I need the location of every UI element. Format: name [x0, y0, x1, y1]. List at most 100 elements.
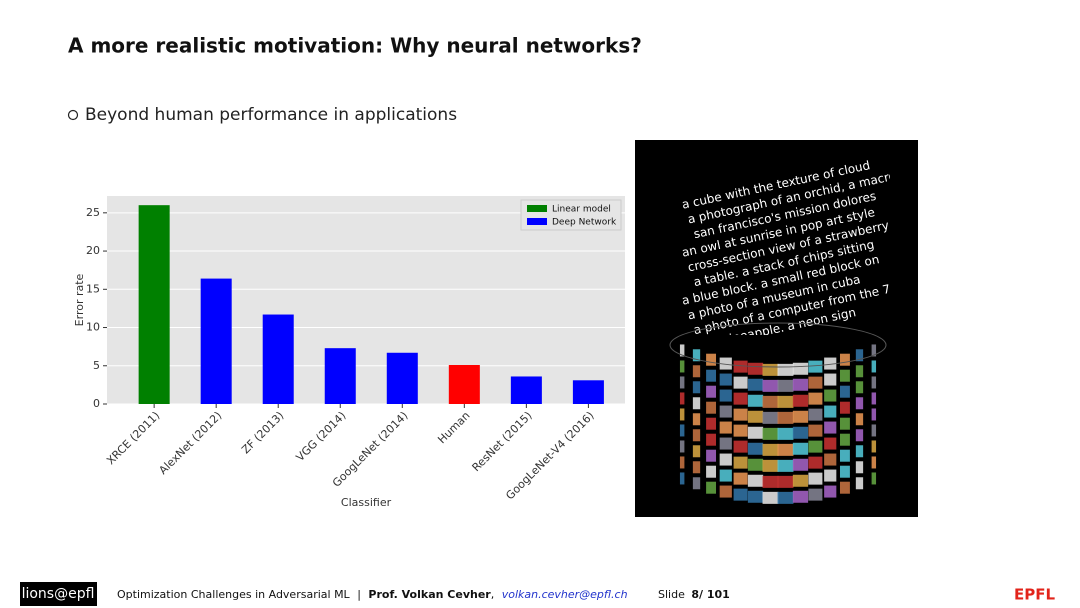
image-tile [706, 401, 717, 414]
image-tile [747, 474, 764, 487]
y-tick-label: 5 [93, 359, 100, 372]
image-tile [871, 408, 877, 421]
image-tile [871, 392, 877, 405]
image-tile [692, 381, 701, 394]
image-tile [808, 488, 823, 501]
image-tile [747, 362, 764, 375]
image-tile [824, 469, 837, 482]
y-tick-label: 0 [93, 397, 100, 410]
image-tile [871, 376, 877, 389]
image-tile [706, 353, 717, 366]
image-tile [706, 433, 717, 446]
image-tile [808, 440, 823, 453]
image-tile [733, 424, 748, 437]
y-tick-label: 20 [86, 244, 100, 257]
image-tile [871, 344, 877, 357]
image-tile [792, 378, 809, 391]
image-tile [839, 433, 850, 446]
bullet-marker [67, 109, 79, 121]
image-tile [762, 411, 779, 424]
image-tile [706, 481, 717, 494]
image-tile [777, 443, 794, 456]
image-tile [792, 474, 809, 487]
image-tile [762, 443, 779, 456]
image-tile [762, 379, 779, 392]
x-tick-label: AlexNet (2012) [156, 409, 224, 477]
image-tile [855, 381, 864, 394]
image-tile [692, 349, 701, 362]
image-tile [777, 411, 794, 424]
x-tick-label: Human [435, 409, 472, 446]
bar [448, 365, 480, 404]
bar [324, 348, 356, 404]
image-tile [762, 395, 779, 408]
image-tile [692, 429, 701, 442]
y-tick-label: 25 [86, 206, 100, 219]
bar [572, 380, 604, 404]
image-tile [808, 408, 823, 421]
footer-author: Prof. Volkan Cevher [368, 588, 491, 601]
image-tile [839, 417, 850, 430]
image-tile [679, 344, 685, 357]
image-tile [719, 421, 732, 434]
image-tile [762, 459, 779, 472]
image-tile [747, 394, 764, 407]
image-tile [855, 397, 864, 410]
image-tile [747, 410, 764, 423]
image-tile [747, 458, 764, 471]
image-tile [706, 369, 717, 382]
image-tile [719, 485, 732, 498]
bar [138, 205, 170, 404]
footer-slide-label: Slide [658, 588, 685, 601]
image-tile [871, 440, 877, 453]
image-tile [824, 421, 837, 434]
image-tile [692, 397, 701, 410]
image-tile [692, 477, 701, 490]
image-tile [808, 392, 823, 405]
image-tile [762, 363, 779, 376]
image-tile [719, 357, 732, 370]
image-tile [719, 437, 732, 450]
image-tile [733, 392, 748, 405]
legend-label: Deep Network [552, 218, 617, 228]
image-tile [855, 365, 864, 378]
image-tile [824, 389, 837, 402]
image-tile [733, 472, 748, 485]
y-tick-label: 15 [86, 282, 100, 295]
bar [510, 376, 542, 404]
image-tile [719, 405, 732, 418]
image-tile [871, 472, 877, 485]
bar [200, 278, 232, 404]
image-tile [808, 376, 823, 389]
image-tile [679, 440, 685, 453]
image-tile [808, 424, 823, 437]
x-tick-label: ResNet (2015) [470, 409, 535, 474]
image-tile [692, 413, 701, 426]
footer-separator: | [357, 588, 361, 601]
image-tile [679, 456, 685, 469]
image-tile [747, 426, 764, 439]
image-tile [733, 488, 748, 501]
image-tile [777, 459, 794, 472]
image-tile [871, 424, 877, 437]
image-tile [762, 491, 779, 504]
image-tile [719, 469, 732, 482]
slide-title: A more realistic motivation: Why neural … [68, 34, 642, 58]
image-tile [792, 458, 809, 471]
image-tile [747, 490, 764, 503]
image-tile [733, 376, 748, 389]
image-tile [679, 408, 685, 421]
image-tile [855, 477, 864, 490]
image-tile [855, 445, 864, 458]
image-tile [824, 357, 837, 370]
image-tile [824, 485, 837, 498]
legend-swatch [527, 218, 547, 225]
image-tile [777, 395, 794, 408]
plot-area [107, 196, 625, 404]
image-tile [747, 378, 764, 391]
footer-brand: EPFL [1014, 586, 1055, 604]
image-tile [719, 453, 732, 466]
image-tile [679, 392, 685, 405]
image-tile [747, 442, 764, 455]
